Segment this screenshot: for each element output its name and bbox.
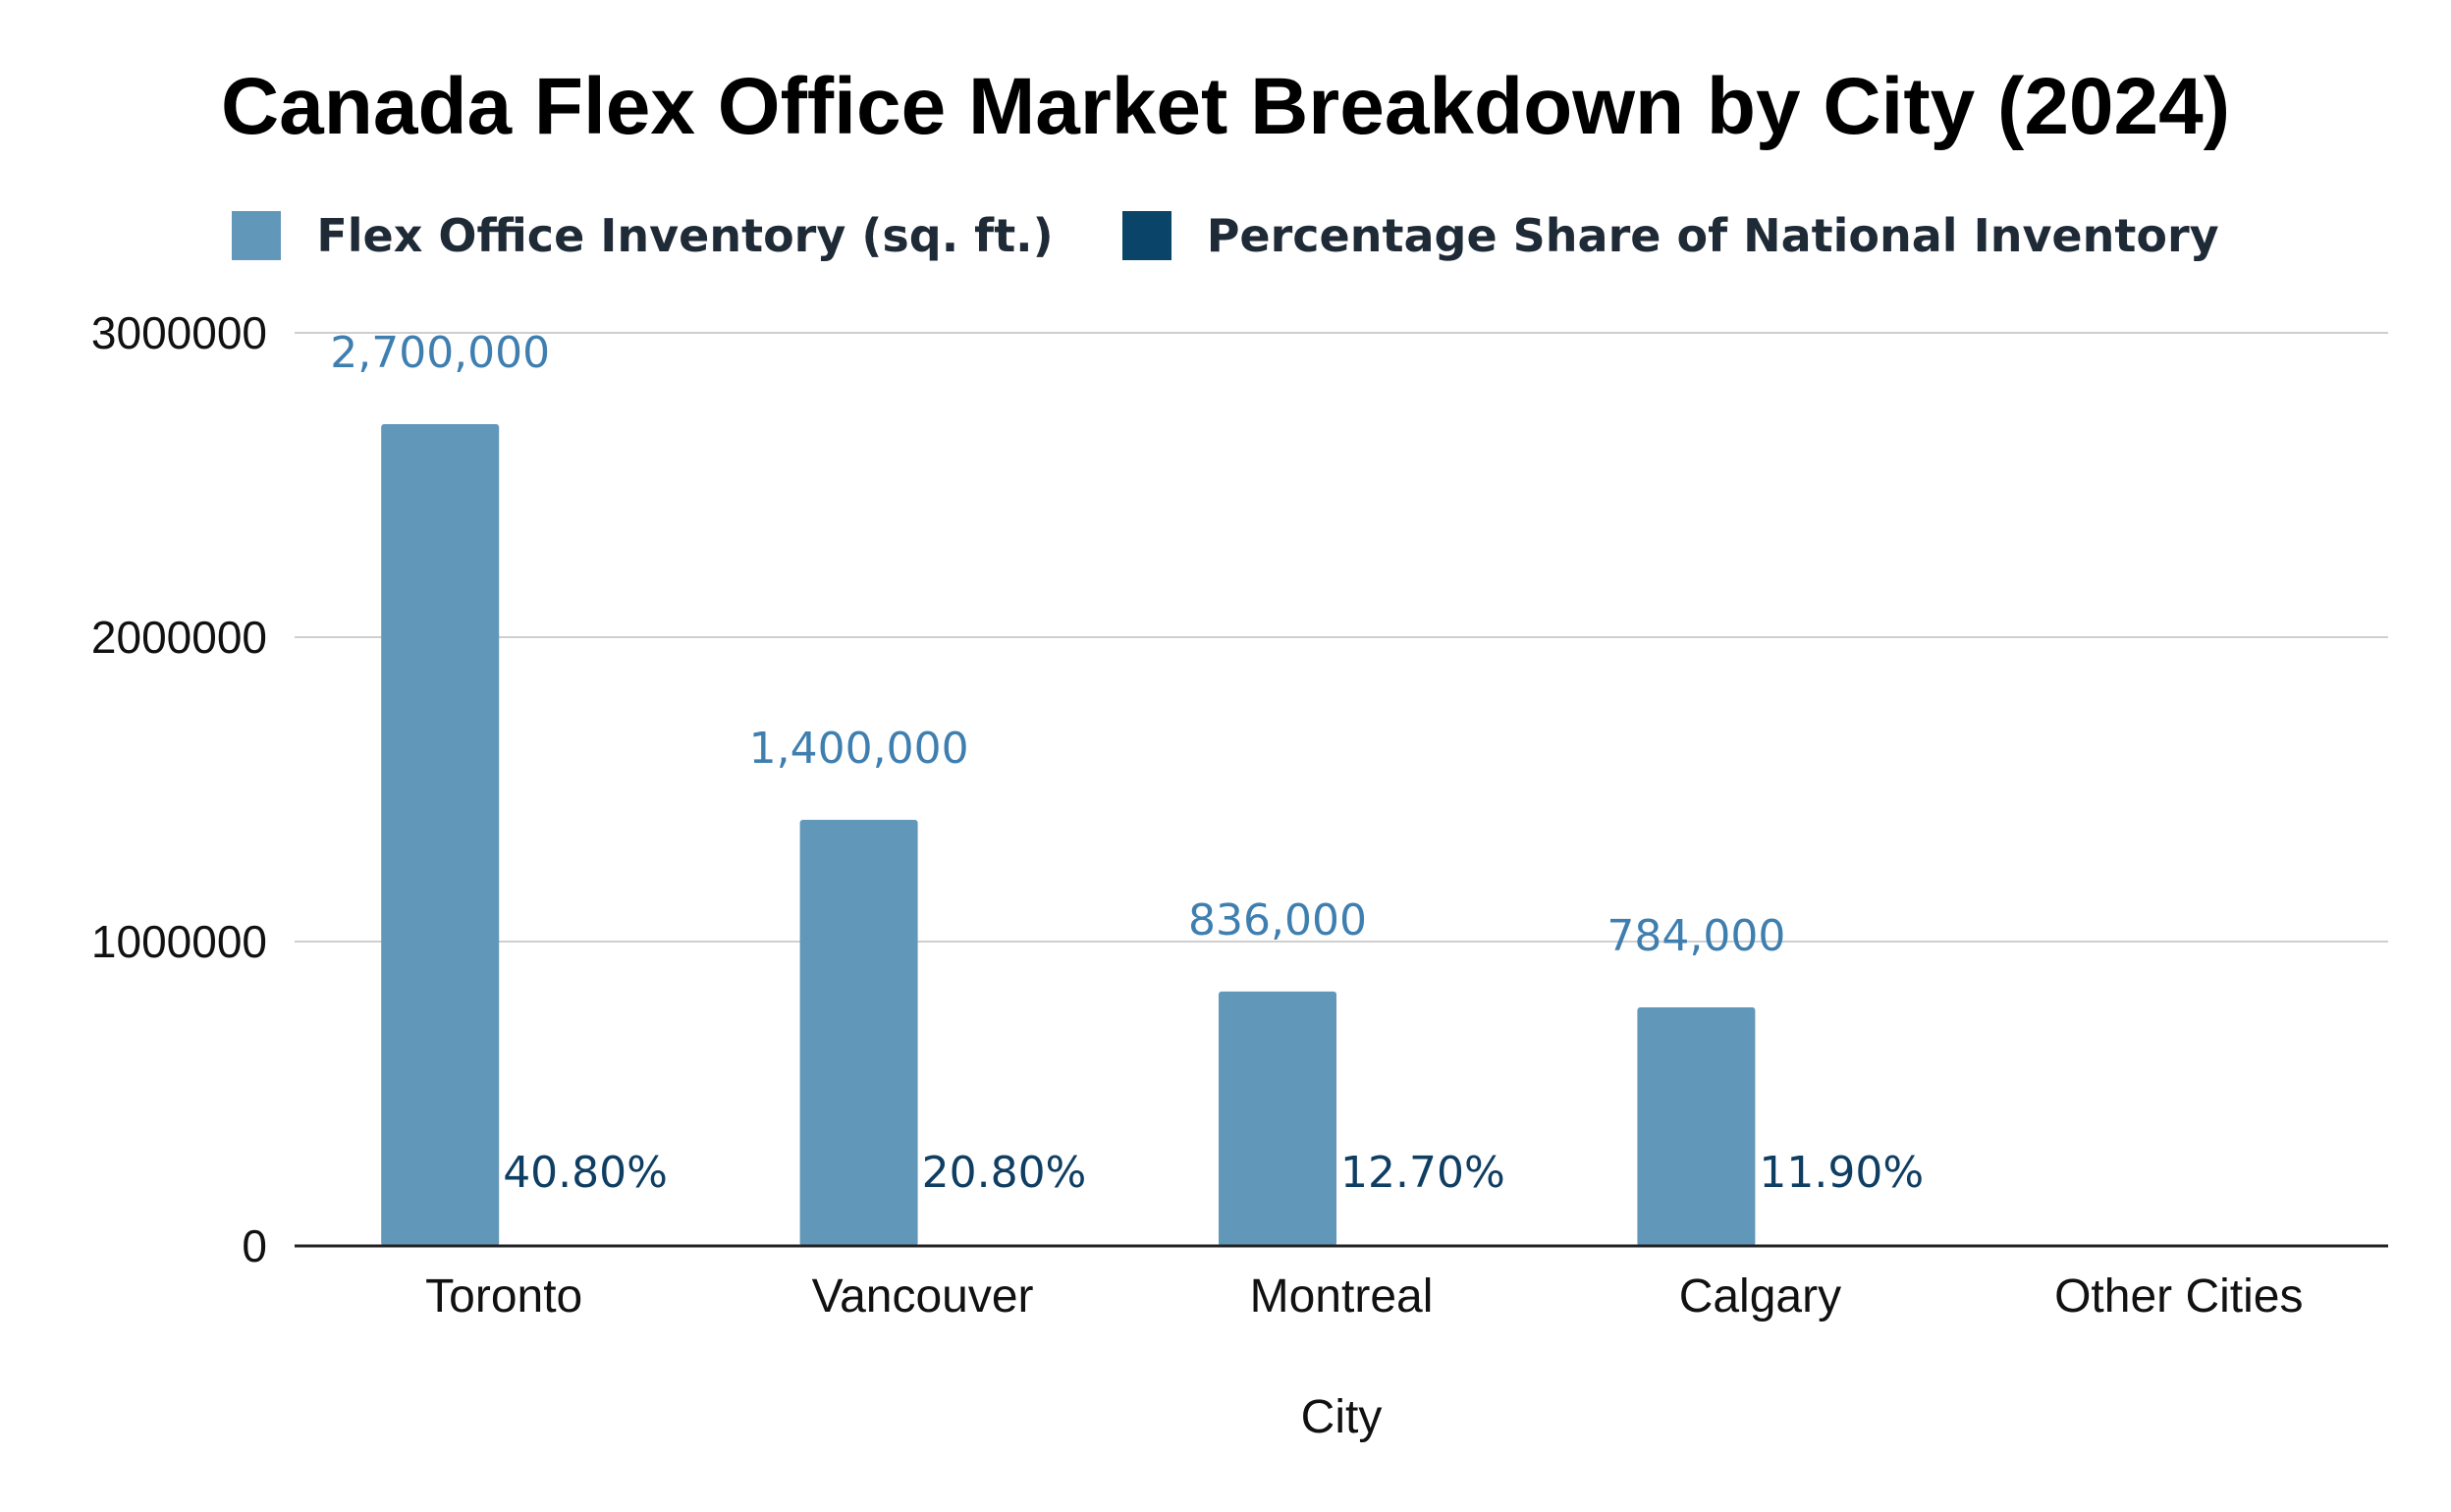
y-tick-label: 2000000 [91, 612, 267, 663]
value-label-percentage: 40.80% [503, 1148, 668, 1198]
legend-label-percentage: Percentage Share of National Inventory [1206, 209, 2219, 262]
value-label-inventory: 836,000 [1188, 895, 1367, 945]
x-tick-label: Calgary [1679, 1270, 1841, 1323]
legend-swatch-inventory [232, 211, 282, 260]
bars [381, 424, 1874, 1247]
value-label-inventory: 1,400,000 [749, 724, 969, 774]
x-tick-label: Other Cities [2054, 1270, 2303, 1323]
chart-title: Canada Flex Office Market Breakdown by C… [220, 62, 2231, 151]
bar-inventory [799, 820, 918, 1246]
value-label-inventory: 2,700,000 [330, 328, 550, 378]
value-label-percentage: 11.90% [1759, 1148, 1924, 1198]
value-labels: 2,700,000 1,400,000 836,000 784,000 [330, 328, 1785, 961]
x-axis-title: City [1301, 1391, 1383, 1443]
bar-inventory [381, 424, 500, 1246]
bar-inventory [1637, 1006, 1756, 1246]
value-label-inventory: 784,000 [1607, 911, 1785, 961]
value-label-percentage: 20.80% [922, 1148, 1087, 1198]
x-tick-label: Toronto [425, 1270, 582, 1323]
value-label-percentage: 12.70% [1340, 1148, 1505, 1198]
y-tick-label: 3000000 [91, 307, 267, 358]
y-axis-ticks: 0 1000000 2000000 3000000 [91, 307, 267, 1271]
x-tick-label: Vancouver [812, 1270, 1034, 1323]
gridlines [295, 332, 2388, 943]
legend-label-inventory: Flex Office Inventory (sq. ft.) [316, 209, 1054, 262]
x-tick-label: Montreal [1250, 1270, 1434, 1323]
legend-item-inventory: Flex Office Inventory (sq. ft.) [232, 209, 1054, 262]
y-tick-label: 1000000 [91, 916, 267, 967]
legend-item-percentage: Percentage Share of National Inventory [1121, 209, 2219, 262]
bar-inventory [1219, 991, 1336, 1246]
percentage-labels: 40.80% 20.80% 12.70% 11.90% [499, 1144, 1928, 1202]
y-tick-label: 0 [242, 1220, 267, 1271]
legend-swatch-percentage [1121, 211, 1171, 260]
x-axis-ticks: Toronto Vancouver Montreal Calgary Other Cit… [425, 1270, 2303, 1323]
legend: Flex Office Inventory (sq. ft.) Percenta… [0, 201, 2451, 270]
